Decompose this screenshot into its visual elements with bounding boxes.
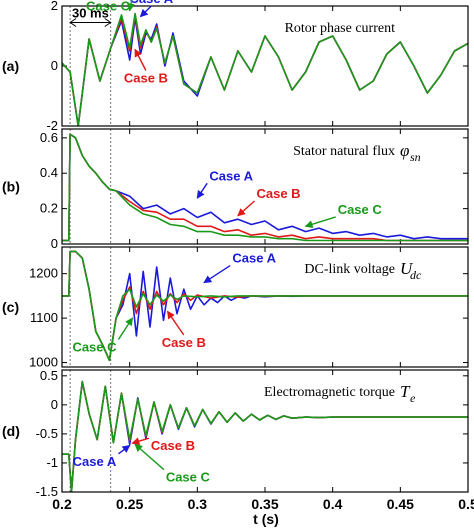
panel-symbol: φ xyxy=(400,141,409,160)
series-line-case-c xyxy=(62,250,468,362)
y-tick-label: 0 xyxy=(51,58,58,73)
y-tick-label: 0 xyxy=(51,236,58,251)
annotation-arrow xyxy=(134,443,165,471)
interval-label: 30 ms xyxy=(72,6,109,21)
panel-label: (c) xyxy=(2,299,19,315)
panel-title: Rotor phase current xyxy=(285,21,396,36)
annotation-arrow xyxy=(139,5,152,18)
plot-frame xyxy=(61,246,469,368)
y-tick-label: 0.6 xyxy=(40,130,58,145)
annotation-label: Case B xyxy=(162,335,206,350)
annotation-arrow xyxy=(196,182,208,199)
annotation-arrow xyxy=(134,48,147,71)
panel-symbol-subscript: dc xyxy=(410,268,422,282)
y-tick-label: 0.2 xyxy=(40,201,58,216)
annotation-arrow xyxy=(237,200,255,217)
panel-b: (b) 0 0.2 0.4 0.6 Stator natural flux φ sn Case … xyxy=(2,128,469,251)
panel-a: (a) -2 0 2 Rotor phase current Case A Case B Ca… xyxy=(2,0,469,133)
panel-label: (d) xyxy=(2,423,20,439)
annotation-arrow xyxy=(131,437,150,445)
y-tick-label: -2 xyxy=(46,118,58,133)
annotation-arrow xyxy=(304,216,336,229)
x-tick-label: 0.25 xyxy=(116,496,143,512)
annotation-label: Case B xyxy=(151,438,195,453)
y-tick-label: 0.5 xyxy=(40,368,58,383)
series-group xyxy=(62,250,468,362)
panel-symbol-subscript: sn xyxy=(410,150,421,164)
panel-title: DC-link voltage xyxy=(304,262,395,277)
plot-frame xyxy=(61,369,469,493)
y-tick-label: 2 xyxy=(51,0,58,13)
series-group xyxy=(62,133,468,242)
annotation-label: Case C xyxy=(166,470,211,485)
series-line-case-c xyxy=(62,12,468,126)
panel-c: (c) 1000 1100 1200 DC-link voltage Udc Case A C… xyxy=(2,246,469,370)
annotation-label: Case C xyxy=(338,202,383,217)
annotation-label: Case A xyxy=(232,251,276,266)
plot-frame xyxy=(61,128,469,245)
x-tick-label: 0.5 xyxy=(458,496,474,512)
y-tick-label: 1000 xyxy=(29,355,58,370)
annotation-arrow xyxy=(127,0,135,12)
x-tick-label: 0.35 xyxy=(251,496,278,512)
annotation-label: Case B xyxy=(124,71,168,86)
y-tick-label: -0.5 xyxy=(36,426,58,441)
series-group xyxy=(62,380,468,492)
panel-d: (d) -1.5 -1 -0.5 0 0.5 Electromagnetic torque T… xyxy=(2,368,469,499)
annotation-arrow xyxy=(117,317,133,340)
annotation-label: Case A xyxy=(130,0,174,6)
y-tick-label: 1100 xyxy=(30,310,58,325)
annotation-arrow xyxy=(118,444,131,455)
y-tick-label: 0 xyxy=(51,397,58,412)
panel-title: Stator natural flux xyxy=(293,144,395,159)
annotation-label: Case B xyxy=(256,186,300,201)
panel-symbol: T xyxy=(400,382,411,401)
x-tick-label: 0.2 xyxy=(52,496,72,512)
panel-symbol: U xyxy=(400,259,414,278)
x-tick-label: 0.3 xyxy=(188,496,208,512)
annotation-label: Case C xyxy=(86,0,131,14)
annotation-label: Case A xyxy=(209,168,253,183)
panel-symbol-subscript: e xyxy=(410,391,416,405)
series-line-case-c xyxy=(62,380,468,492)
panel-title: Electromagnetic torque xyxy=(264,385,395,400)
series-line-case-c xyxy=(62,133,468,242)
panel-label: (b) xyxy=(2,179,20,195)
annotation-arrow xyxy=(203,264,231,284)
y-tick-label: 0.4 xyxy=(40,165,58,180)
y-tick-label: -1.5 xyxy=(36,484,58,499)
x-tick-label: 0.45 xyxy=(387,496,414,512)
x-tick-label: 0.4 xyxy=(323,496,343,512)
annotation-label: Case A xyxy=(73,454,117,469)
annotation-arrow xyxy=(166,310,185,336)
panel-label: (a) xyxy=(2,58,19,74)
x-axis-label: t (s) xyxy=(253,511,279,527)
interval-arrow-right xyxy=(104,18,112,27)
interval-arrow-left xyxy=(69,18,77,27)
series-group xyxy=(62,12,468,126)
plot-frame xyxy=(61,5,469,127)
y-tick-label: -1 xyxy=(46,455,58,470)
y-tick-label: 1200 xyxy=(29,266,58,281)
annotation-label: Case C xyxy=(72,339,117,354)
